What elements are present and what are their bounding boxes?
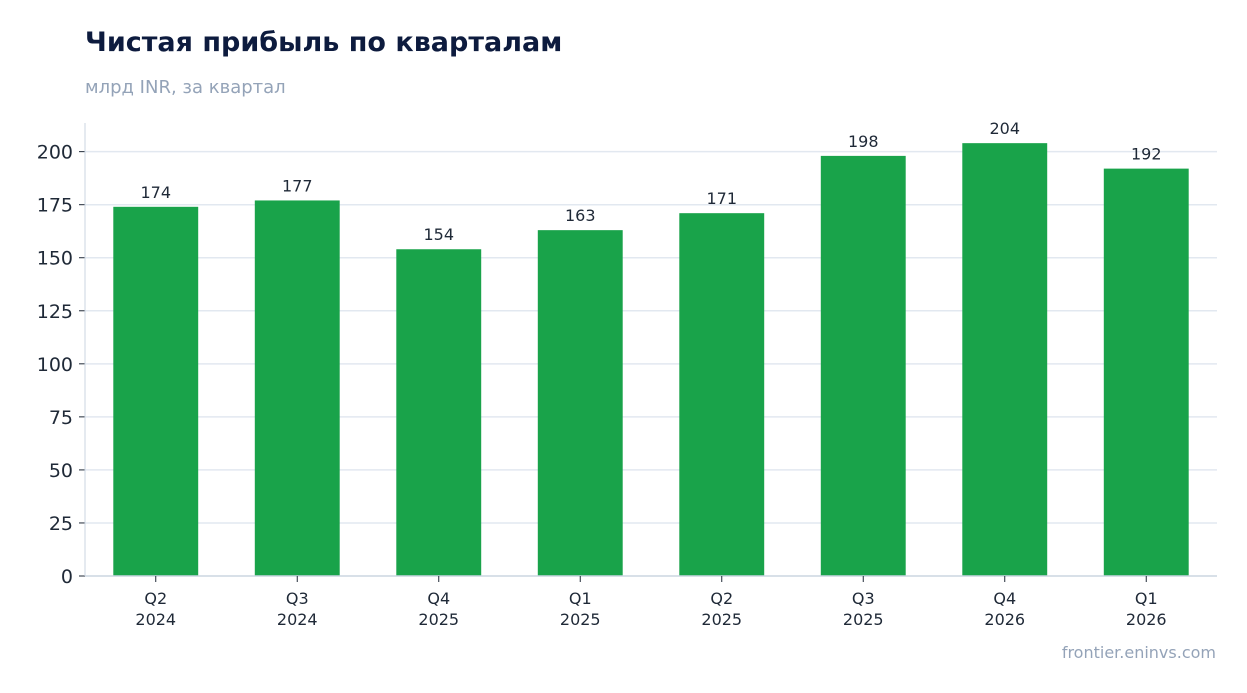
x-tick-label: 2024: [135, 610, 176, 629]
x-tick-label: Q3: [852, 589, 875, 608]
x-tick-label: 2025: [843, 610, 884, 629]
y-tick-label: 0: [61, 566, 73, 588]
bar: [254, 200, 340, 577]
x-tick-label: 2025: [701, 610, 742, 629]
x-tick-label: 2026: [1126, 610, 1167, 629]
data-label: 198: [848, 132, 879, 151]
y-tick-label: 150: [37, 248, 73, 270]
y-tick-label: 200: [37, 142, 73, 164]
x-tick-label: Q4: [993, 589, 1016, 608]
chart-subtitle: млрд INR, за квартал: [85, 77, 286, 98]
bar: [113, 206, 199, 576]
x-tick-label: Q1: [1135, 589, 1158, 608]
x-tick-label: 2025: [418, 610, 459, 629]
bar: [396, 249, 482, 576]
data-label: 154: [423, 225, 454, 244]
x-tick-label: Q4: [427, 589, 450, 608]
axes: 0 25 50 75 100 125 150 175 200 Q2 2024 Q3 2024 Q4 2025…: [37, 123, 1217, 629]
x-tick-label: 2026: [984, 610, 1025, 629]
x-tick-label: 2024: [277, 610, 318, 629]
y-tick-label: 75: [49, 407, 73, 429]
data-label: 174: [140, 183, 171, 202]
data-labels: 174 177 154 163 171 198 204 192: [140, 119, 1161, 244]
y-tick-label: 25: [49, 513, 73, 535]
x-tick-label: Q2: [144, 589, 167, 608]
x-tick-label: Q3: [286, 589, 309, 608]
data-label: 171: [706, 189, 737, 208]
y-tick-label: 125: [37, 301, 73, 323]
x-tick-label: Q1: [569, 589, 592, 608]
chart-title: Чистая прибыль по кварталам: [85, 27, 563, 58]
data-label: 163: [565, 206, 596, 225]
x-tick-label: 2025: [560, 610, 601, 629]
bar: [679, 213, 765, 576]
x-tick-label: Q2: [710, 589, 733, 608]
bar: [537, 230, 623, 576]
data-label: 177: [282, 176, 313, 195]
bars: [113, 143, 1189, 577]
source-credit: frontier.eninvs.com: [1061, 643, 1216, 662]
data-label: 204: [989, 119, 1020, 138]
y-tick-label: 175: [37, 195, 73, 217]
bar: [962, 143, 1048, 576]
bar: [1103, 168, 1189, 576]
data-label: 192: [1131, 145, 1162, 164]
y-tick-label: 50: [49, 460, 73, 482]
bar: [820, 155, 906, 577]
y-tick-label: 100: [37, 354, 73, 376]
